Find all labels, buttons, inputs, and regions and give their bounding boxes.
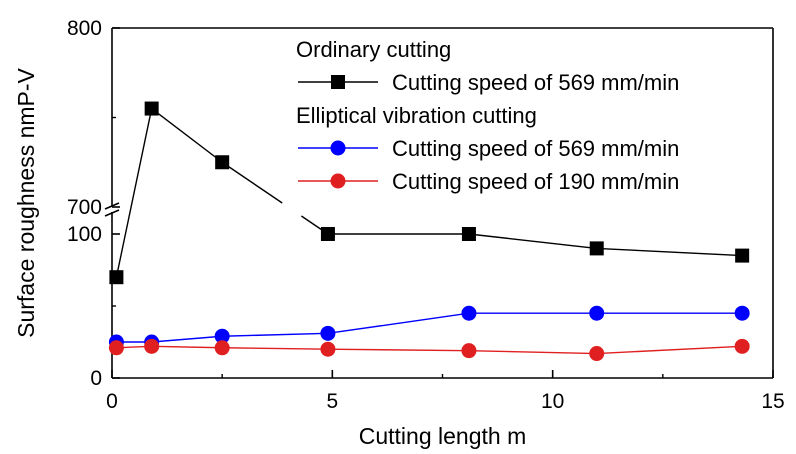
x-tick-label: 10 — [541, 390, 564, 413]
series-line-segment — [596, 247, 743, 257]
legend-entry: Cutting speed of 190 mm/min — [392, 169, 679, 194]
x-axis: 0 5 10 15 — [106, 370, 785, 413]
data-point — [734, 338, 750, 354]
data-point — [108, 340, 124, 356]
legend-marker — [331, 75, 345, 89]
data-point — [461, 227, 476, 241]
axis-break-mark — [104, 202, 120, 210]
data-point — [589, 241, 604, 256]
data-point — [734, 305, 750, 321]
series-line-segment — [596, 345, 743, 355]
y-axis-label: Surface roughness nmP-V — [13, 67, 39, 337]
data-point — [589, 346, 605, 362]
x-axis-label: Cutting length m — [359, 423, 526, 449]
y-tick-label: 700 — [67, 196, 102, 219]
series-layer — [108, 101, 750, 362]
series-line-segment — [222, 347, 328, 350]
x-tick-label: 0 — [106, 390, 118, 413]
legend: Ordinary cutting Cutting speed of 569 mm/… — [296, 37, 679, 194]
series-line-segment — [327, 312, 470, 335]
data-point — [320, 325, 336, 341]
data-point — [214, 340, 230, 356]
series-line-segment — [222, 332, 328, 337]
series-line-segment — [151, 107, 223, 163]
series-line-segment — [151, 335, 223, 343]
y-tick-label: 800 — [67, 17, 102, 40]
axis-break-mark — [104, 209, 120, 217]
legend-entry: Cutting speed of 569 mm/min — [392, 70, 679, 95]
x-tick-label: 15 — [761, 390, 784, 413]
data-point — [320, 227, 335, 241]
series-2 — [108, 338, 750, 362]
data-point — [215, 155, 230, 170]
x-tick-label: 5 — [326, 390, 338, 413]
series-line-segment — [115, 108, 153, 278]
data-point — [144, 338, 160, 354]
y-tick-label: 0 — [90, 367, 102, 390]
data-point — [589, 305, 605, 321]
series-line-segment — [327, 348, 469, 352]
legend-entry: Cutting speed of 569 mm/min — [392, 136, 679, 161]
series-line-segment — [221, 161, 283, 204]
series-line-segment — [468, 349, 597, 355]
data-point — [461, 305, 477, 321]
series-0 — [109, 101, 750, 285]
legend-group-title: Ordinary cutting — [296, 37, 451, 62]
series-1 — [108, 305, 750, 350]
data-point — [461, 343, 477, 359]
series-line-segment — [468, 233, 597, 250]
legend-marker — [330, 173, 346, 189]
legend-marker — [330, 140, 346, 156]
data-point — [144, 101, 159, 116]
y-tick-label: 100 — [67, 223, 102, 246]
data-point — [320, 341, 336, 357]
data-point — [109, 270, 124, 285]
y-axis: 0 100 700 800 — [67, 17, 120, 390]
series-line-segment — [151, 345, 223, 349]
legend-group-title: Elliptical vibration cutting — [296, 103, 537, 128]
data-point — [214, 328, 230, 344]
data-point — [735, 248, 750, 263]
